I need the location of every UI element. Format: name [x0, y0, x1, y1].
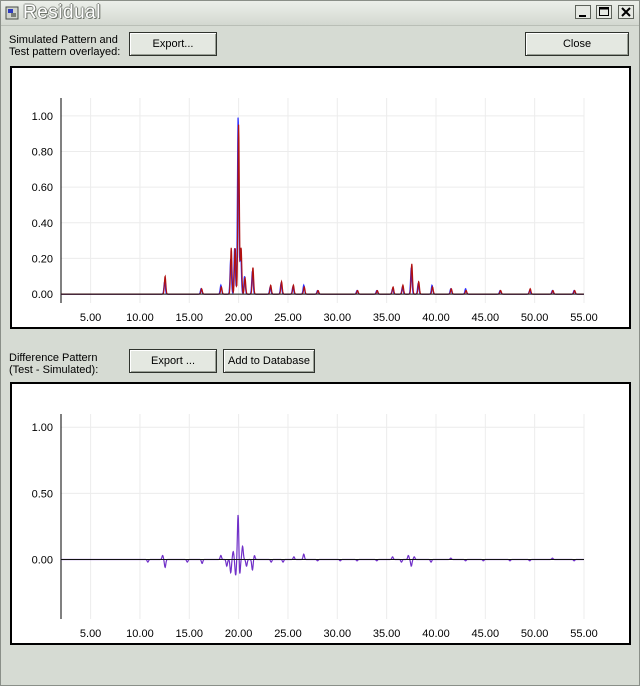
- export-difference-button[interactable]: Export ...: [129, 349, 217, 373]
- close-window-button[interactable]: [618, 5, 634, 19]
- y-tick-label: 0.60: [32, 182, 53, 194]
- x-tick-label: 30.00: [324, 312, 352, 324]
- x-tick-label: 40.00: [422, 628, 450, 640]
- y-tick-label: 0.20: [32, 253, 53, 265]
- window-title: Residual: [23, 2, 101, 23]
- export-overlay-button[interactable]: Export...: [129, 32, 217, 56]
- difference-chart: 5.00 10.00 15.00 20.00 25.00 30.00 35.00 40.00 4…: [32, 414, 598, 640]
- difference-label-line1: Difference Pattern: [9, 352, 98, 364]
- overlay-label: Simulated Pattern and Test pattern overl…: [9, 34, 120, 58]
- y-tick-label: 0.80: [32, 146, 53, 158]
- x-tick-label: 25.00: [274, 628, 302, 640]
- x-tick-label: 45.00: [472, 312, 500, 324]
- x-tick-label: 15.00: [176, 312, 204, 324]
- series-line-1-0: [61, 117, 584, 295]
- add-to-database-button[interactable]: Add to Database: [223, 349, 315, 373]
- y-tick-label: 1.00: [32, 111, 53, 123]
- overlay-label-line1: Simulated Pattern and: [9, 34, 118, 46]
- difference-label: Difference Pattern (Test - Simulated):: [9, 352, 98, 376]
- series-line-2-0: [61, 514, 584, 576]
- overlay-chart: 5.00 10.00 15.00 20.00 25.00 30.00 35.00 40.00 4…: [32, 98, 598, 324]
- x-tick-label: 35.00: [373, 628, 401, 640]
- difference-chart-panel: 5.00 10.00 15.00 20.00 25.00 30.00 35.00 40.00 4…: [10, 382, 631, 645]
- series-line-1-1: [61, 124, 584, 295]
- maximize-button[interactable]: [596, 5, 612, 19]
- close-icon: [621, 7, 631, 17]
- x-tick-label: 15.00: [176, 628, 204, 640]
- x-tick-label: 10.00: [126, 312, 154, 324]
- x-tick-label: 45.00: [472, 628, 500, 640]
- close-button[interactable]: Close: [525, 32, 629, 56]
- x-tick-label: 25.00: [274, 312, 302, 324]
- x-tick-label: 20.00: [225, 312, 253, 324]
- x-tick-label: 50.00: [521, 628, 549, 640]
- y-tick-label: 0.50: [32, 488, 53, 500]
- title-bar: Residual: [1, 1, 639, 26]
- x-tick-label: 40.00: [422, 312, 450, 324]
- difference-label-line2: (Test - Simulated):: [9, 364, 99, 376]
- x-tick-label: 5.00: [80, 312, 101, 324]
- x-tick-label: 30.00: [324, 628, 352, 640]
- x-tick-label: 10.00: [126, 628, 154, 640]
- x-tick-label: 55.00: [570, 312, 598, 324]
- minimize-button[interactable]: [575, 5, 591, 19]
- y-tick-label: 0.00: [32, 289, 53, 301]
- overlay-chart-panel: 5.00 10.00 15.00 20.00 25.00 30.00 35.00 40.00 4…: [10, 66, 631, 329]
- x-tick-label: 55.00: [570, 628, 598, 640]
- y-tick-label: 0.40: [32, 218, 53, 230]
- x-tick-label: 50.00: [521, 312, 549, 324]
- y-tick-label: 0.00: [32, 554, 53, 566]
- minimize-icon: [579, 15, 586, 17]
- x-tick-label: 20.00: [225, 628, 253, 640]
- y-tick-label: 1.00: [32, 422, 53, 434]
- x-tick-label: 35.00: [373, 312, 401, 324]
- x-tick-label: 5.00: [80, 628, 101, 640]
- maximize-icon: [599, 7, 609, 16]
- overlay-label-line2: Test pattern overlayed:: [9, 46, 121, 58]
- app-icon: [5, 6, 19, 20]
